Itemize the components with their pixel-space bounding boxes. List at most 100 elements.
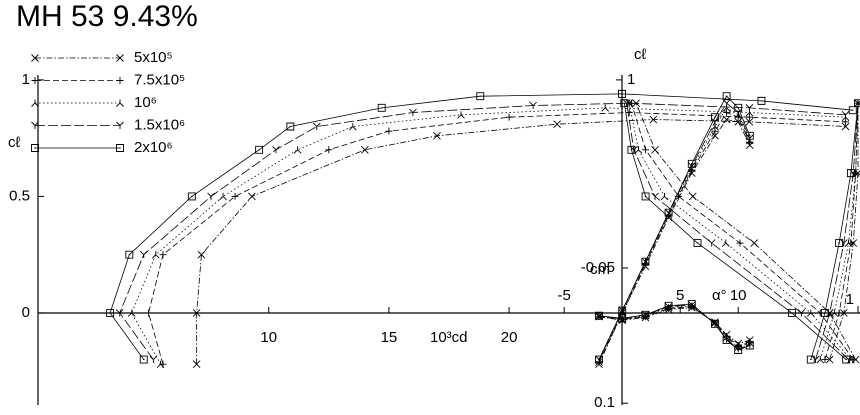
data-point [688,192,697,201]
data-point [651,192,659,200]
series-line [623,103,847,360]
data-point [844,355,853,364]
data-point [707,239,716,247]
data-point [618,314,627,323]
legend-label: 10⁶ [134,94,157,111]
series-line [631,103,854,360]
legend-label: 1.5x10⁶ [134,116,185,133]
data-point [840,309,848,317]
data-point [505,113,513,121]
data-point [750,239,758,247]
data-point [711,319,719,328]
data-point [711,113,719,122]
series-line [196,119,846,365]
data-point [231,192,239,200]
data-point [385,127,393,135]
data-point [127,309,136,317]
data-point [106,308,115,317]
data-point [642,146,650,154]
x-tick-label: 5 [676,287,684,304]
x-tick-label: -5 [558,287,571,304]
cl-axis-label: cℓ [634,46,647,63]
data-point [151,251,160,259]
legend-marker [31,54,124,62]
cm-axis-label: cm [590,261,610,278]
data-point [627,145,636,154]
data-point [816,309,824,317]
data-point [620,99,629,108]
data-point [825,355,834,364]
data-point [248,192,256,201]
series-line [635,103,856,360]
alpha-axis-label: α° [712,287,727,304]
data-point [693,239,702,247]
data-point [797,309,806,317]
data-point [145,309,153,317]
data-point [675,192,683,200]
series-line [131,107,846,365]
data-point [595,355,603,364]
data-point [736,239,744,247]
data-point [711,132,719,140]
data-point [687,300,696,308]
data-point [745,113,753,121]
data-point [651,145,659,154]
data-point [115,309,124,317]
data-point [457,111,465,119]
data-point [618,89,627,98]
x-tick-label: 20 [501,329,518,346]
data-point [722,336,731,345]
data-point [806,355,815,364]
data-point [835,239,844,247]
data-point [821,308,829,317]
y-tick-label: -0.05 [581,259,615,276]
data-point [841,111,850,119]
data-point [841,122,850,131]
legend-marker [31,121,124,129]
data-point [722,333,731,342]
x-tick-label: 10 [260,329,277,346]
data-point [722,239,730,247]
data-point [734,108,743,117]
data-point [844,239,853,247]
data-point [476,92,485,101]
data-point [649,115,658,124]
data-point [664,301,673,310]
x-axis-label: 10³cd [430,329,468,346]
data-point [255,145,264,154]
data-point [722,92,731,101]
data-point [846,169,855,178]
legend-label: 2x10⁶ [134,139,173,156]
data-point [745,134,754,142]
data-point [622,99,631,107]
data-point [187,192,196,201]
data-point [634,146,643,154]
data-point [529,101,537,110]
x-tick-label: 1 [846,291,854,308]
data-point [641,310,650,319]
data-point [711,118,719,126]
y-tick-label: 0.5 [9,187,30,204]
data-point [660,192,669,201]
data-point [806,309,815,317]
data-point [139,250,148,259]
data-point [830,309,839,317]
data-point [687,159,696,168]
y-axis-label: cℓ [8,134,21,151]
data-point [816,356,825,364]
data-point [821,356,829,364]
y-tick-label: 1 [22,71,30,88]
series-line [598,107,751,363]
data-point [745,131,754,140]
series-line [119,102,846,360]
y-tick-label: 1 [627,71,635,88]
data-point [734,118,743,126]
data-point [745,104,754,112]
data-point [361,145,369,154]
data-point [312,122,321,131]
data-point [787,308,796,317]
data-point [272,145,280,154]
data-point [842,118,850,126]
data-point [192,309,201,317]
data-point [553,120,561,128]
